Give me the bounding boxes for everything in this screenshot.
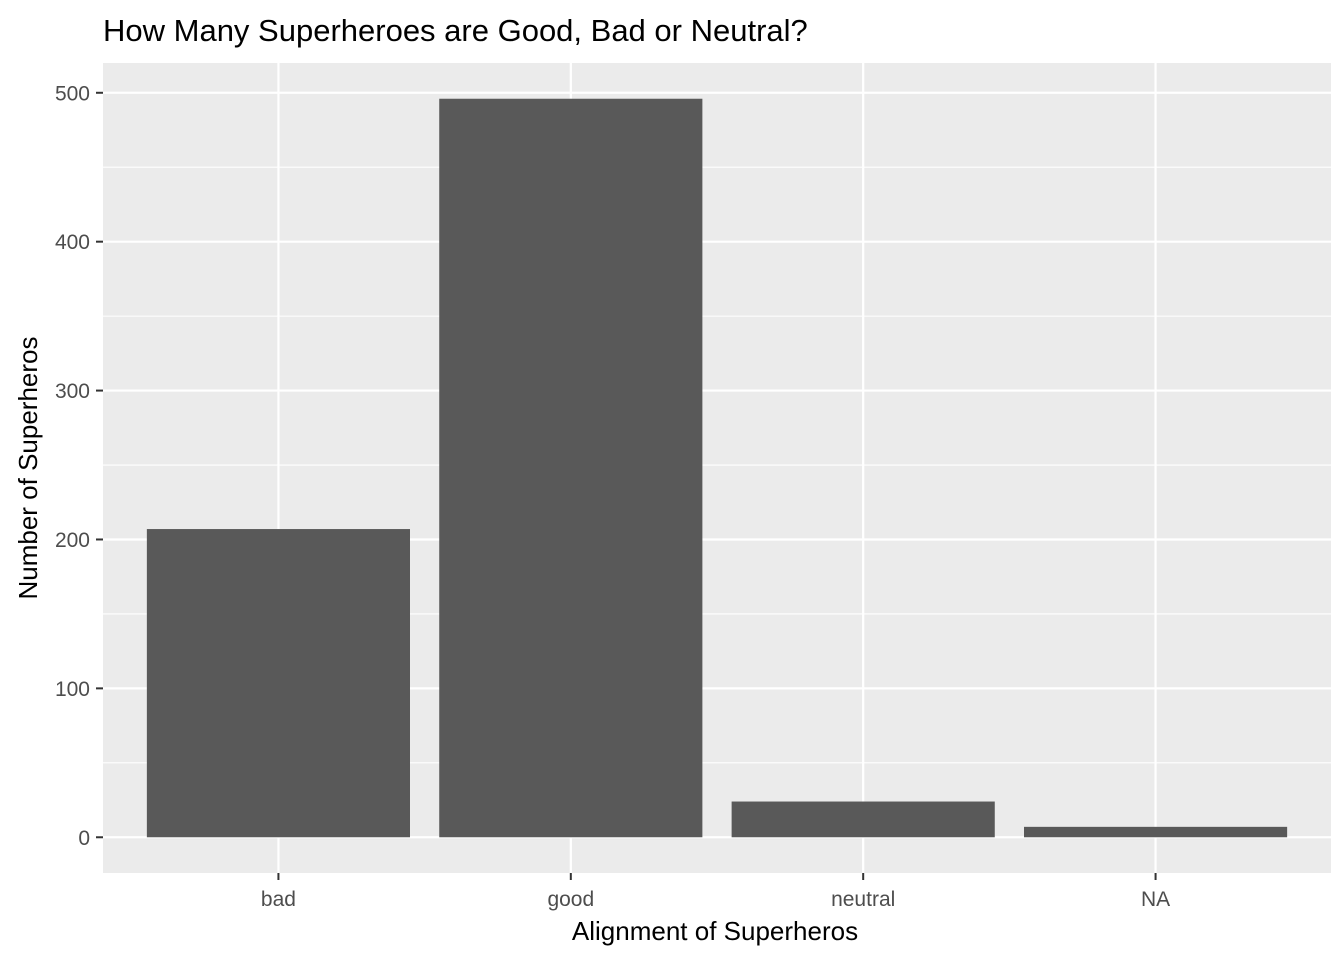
y-tick-label: 500 <box>55 82 90 105</box>
y-axis: 0 100 200 300 400 500 <box>55 82 103 850</box>
y-tick-label: 300 <box>55 380 90 403</box>
x-tick-label: good <box>547 888 594 911</box>
x-tick-label: NA <box>1141 888 1170 911</box>
y-axis-title: Number of Superheros <box>13 336 43 599</box>
bar-neutral <box>731 801 995 838</box>
y-tick-label: 100 <box>55 678 90 701</box>
bar-bad <box>146 529 410 838</box>
y-tick-label: 400 <box>55 231 90 254</box>
bars <box>146 98 1288 838</box>
x-tick-label: neutral <box>831 888 895 911</box>
chart-title: How Many Superheroes are Good, Bad or Ne… <box>103 13 808 48</box>
bar-good <box>439 98 703 838</box>
y-tick-label: 0 <box>78 827 90 850</box>
x-axis: bad good neutral NA <box>261 873 1170 911</box>
y-tick-label: 200 <box>55 529 90 552</box>
x-axis-title: Alignment of Superheros <box>572 916 858 946</box>
x-tick-label: bad <box>261 888 296 911</box>
bar-NA <box>1024 826 1288 838</box>
